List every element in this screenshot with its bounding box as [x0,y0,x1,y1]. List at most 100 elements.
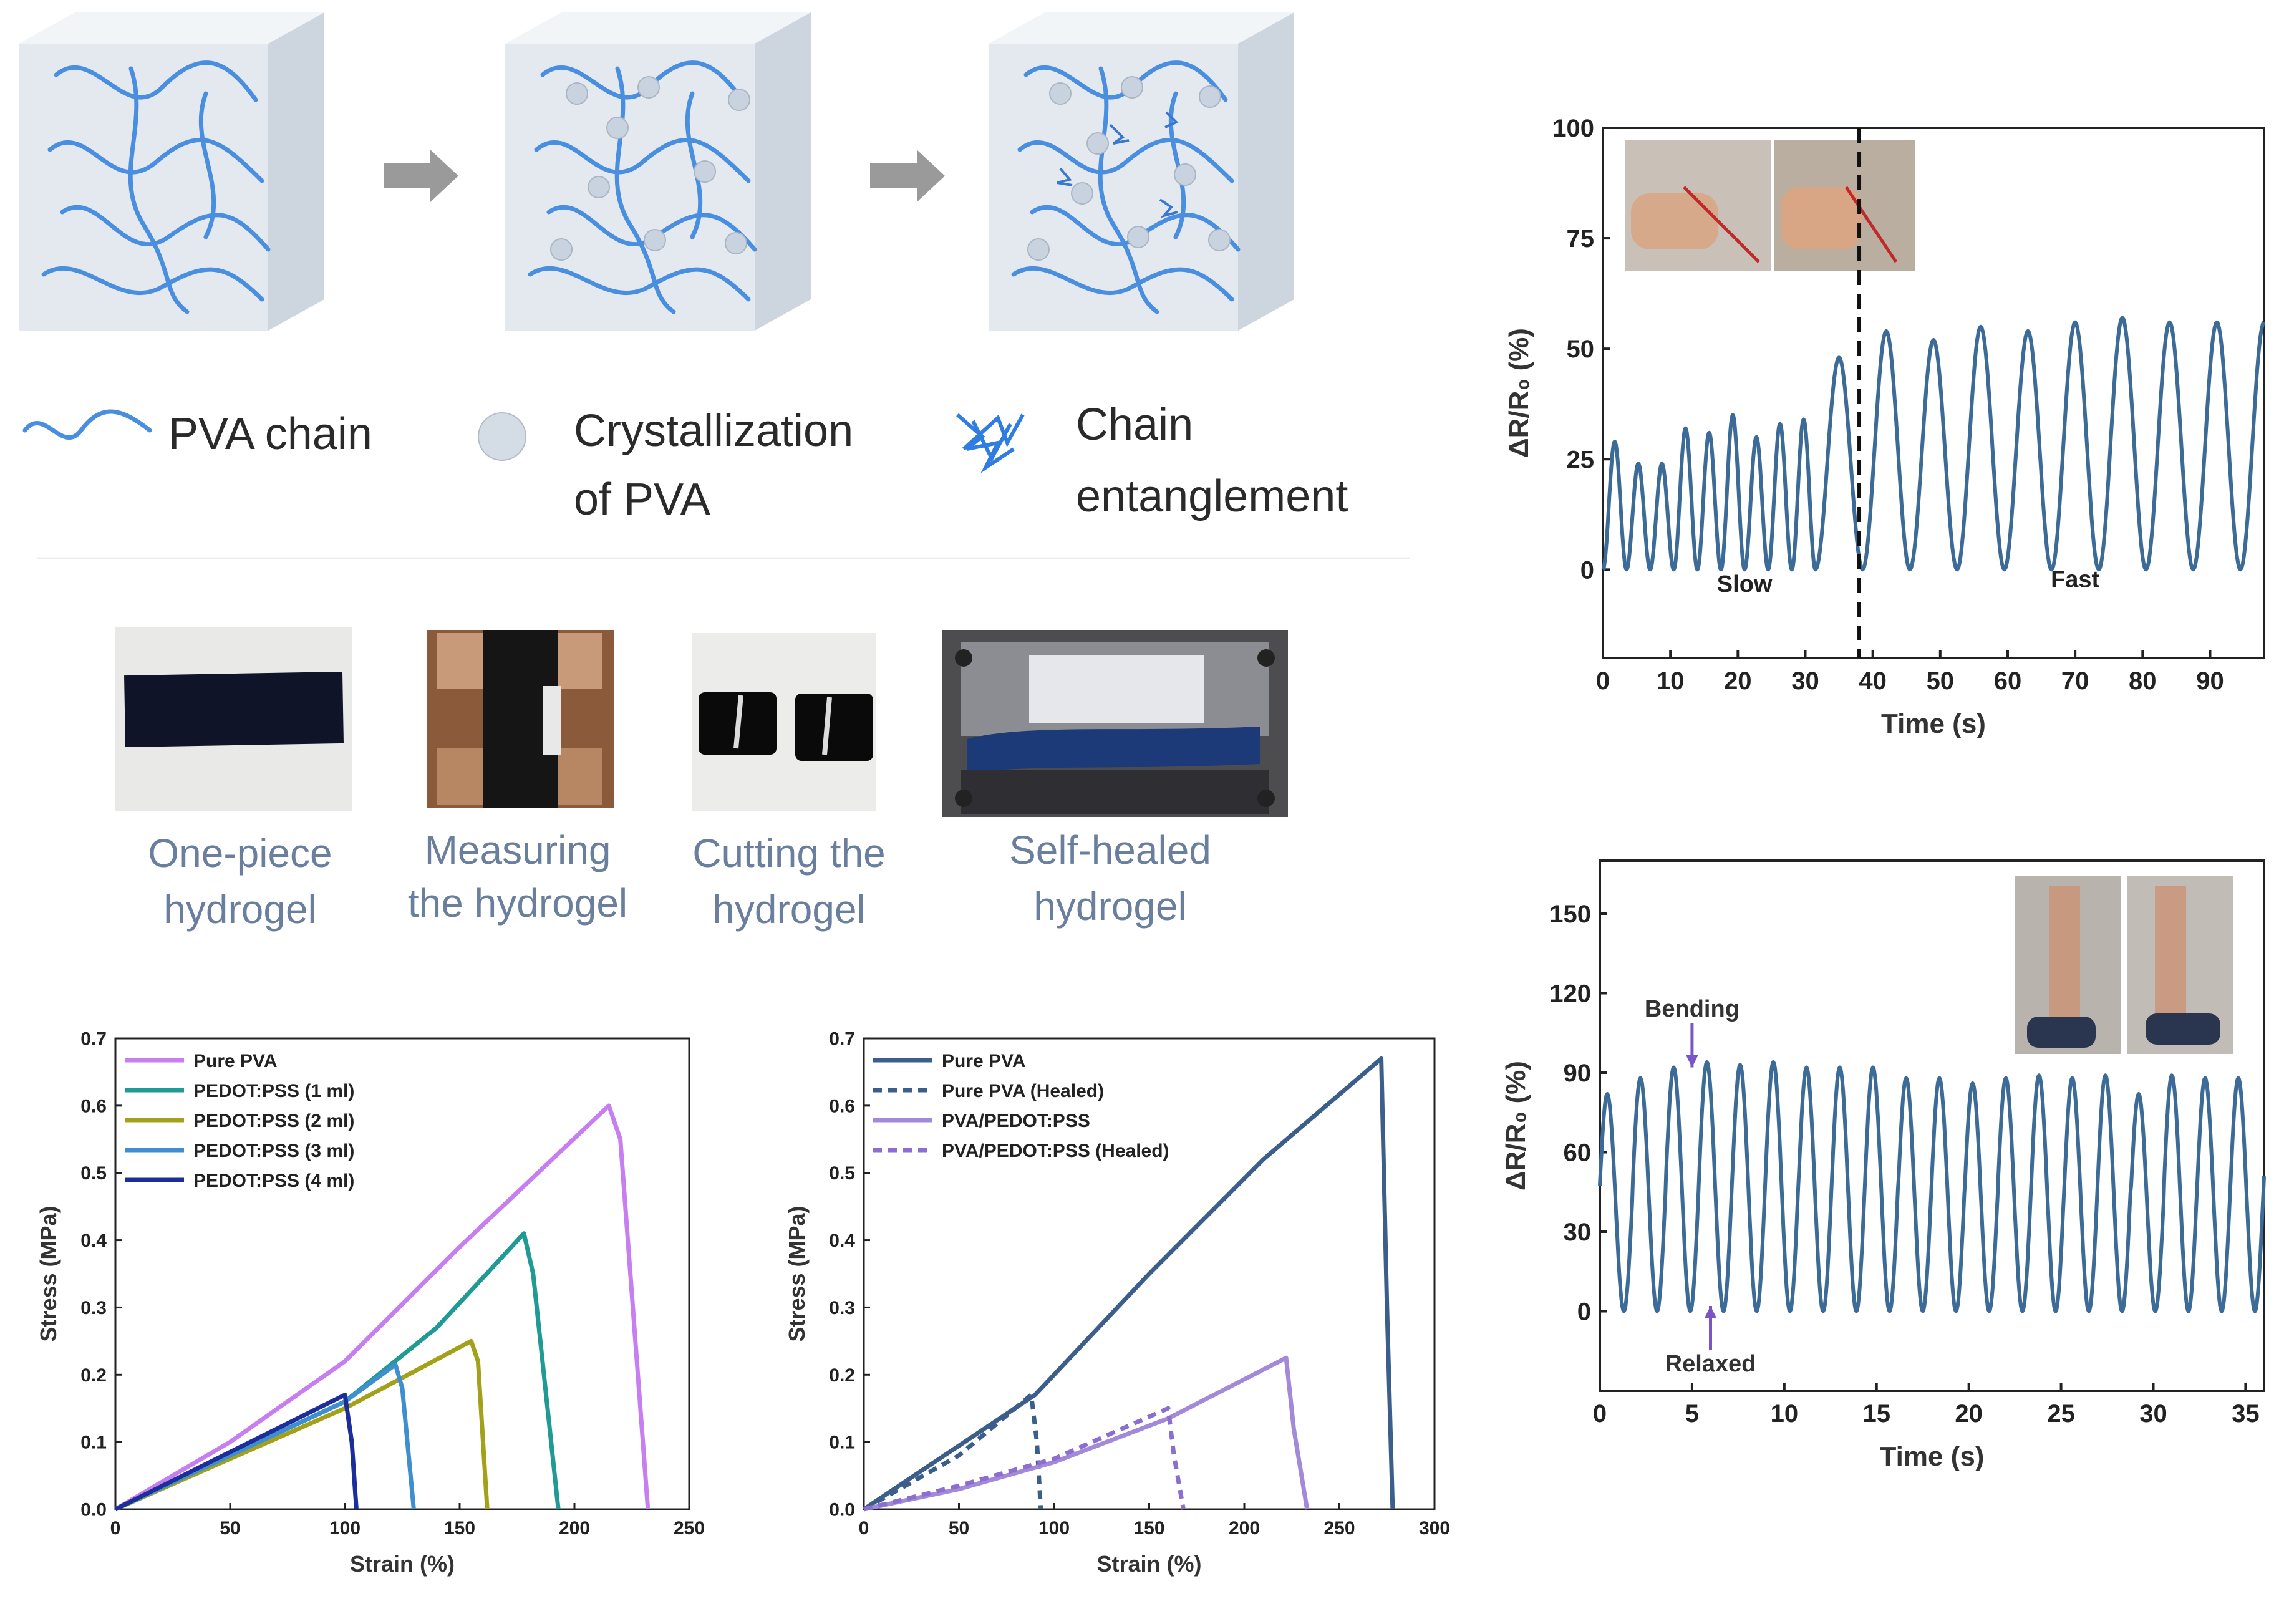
annotation-label: Relaxed [1665,1351,1756,1377]
cube-1 [19,12,324,331]
x-tick-label: 250 [1323,1518,1355,1539]
plot-frame [114,1037,690,1510]
stress-strain-concentration-chart: 0 50 100 150 200 250 0.0 0.1 0.2 0.3 0.4 0.5 0.6 0.7 S… [36,1029,705,1577]
caption-3-line1: Cutting the [692,831,886,876]
photo-panel: One-piece hydrogel Measuring the hydroge… [115,627,1288,932]
y-tick-label: 0.7 [829,1029,855,1050]
x-tick-label: 25 [2047,1400,2075,1428]
x-tick-label: 50 [220,1518,240,1539]
x-tick-label: 0 [1593,1400,1607,1428]
y-tick-label: 0.1 [80,1433,107,1453]
entanglement-swatch [956,413,1025,473]
x-tick-label: 70 [2061,667,2089,695]
y-tick-label: 50 [1567,336,1595,363]
x-tick-label: 80 [2129,667,2157,695]
schematic-legend: PVA chain Crystallization of PVA Chain e… [22,400,1348,524]
plot-frame [1599,859,2265,1392]
cube-3 [989,12,1294,331]
legend-label: PEDOT:PSS (4 ml) [193,1171,354,1191]
y-tick-label: 0 [1580,556,1594,584]
finger-bending-chart: 0 10 20 30 40 50 60 70 80 90 0 25 50 75 100 Time (s) ΔR/… [1504,115,2266,739]
x-tick-label: 60 [1994,667,2022,695]
x-tick-label: 250 [674,1518,705,1539]
x-tick-label: 40 [1859,667,1887,695]
legend-label: PEDOT:PSS (1 ml) [193,1081,354,1101]
x-tick-label: 10 [1771,1400,1799,1428]
y-tick-label: 150 [1549,901,1591,928]
caption-4-line1: Self-healed [1009,828,1211,872]
x-axis-title: Strain (%) [1096,1551,1201,1577]
knee-bending-chart: 0 5 10 15 20 25 30 35 0 30 60 90 120 150 Time (s) ΔR/R₀… [1501,859,2266,1472]
y-tick-label: 0.3 [80,1298,107,1318]
x-axis-title: Time (s) [1880,1441,1985,1472]
x-axis-title: Strain (%) [350,1551,455,1577]
x-tick-label: 100 [329,1518,361,1539]
y-tick-label: 0.1 [829,1433,855,1453]
entangle-knots [1057,111,1179,218]
y-tick-label: 100 [1552,115,1594,142]
legend-label: Pure PVA (Healed) [942,1081,1104,1101]
x-tick-label: 0 [859,1518,869,1539]
x-tick-label: 50 [949,1518,969,1539]
caption-3-line2: hydrogel [712,887,866,932]
y-axis-title: ΔR/R₀ (%) [1501,1061,1531,1191]
response-line [1598,1060,2266,1313]
pva-chain-label: PVA chain [168,409,372,459]
y-tick-label: 0.3 [829,1298,855,1318]
x-tick-label: 15 [1863,1400,1891,1428]
plot-frame [1602,127,2265,659]
y-tick-label: 0.6 [829,1096,855,1116]
y-tick-label: 0.7 [80,1029,107,1050]
series-line [863,1406,1186,1512]
photo-measuring [427,630,614,808]
photo-cutting [692,633,876,811]
crystal-label-line2: of PVA [574,475,710,524]
x-tick-label: 150 [444,1518,475,1539]
series-line [863,1056,1395,1511]
y-tick-label: 25 [1567,446,1595,473]
y-tick-label: 0.5 [829,1163,855,1184]
x-tick-label: 150 [1133,1518,1164,1539]
x-tick-label: 50 [1927,667,1955,695]
crystal-swatch [478,412,526,461]
x-tick-label: 20 [1724,667,1752,695]
legend-label: Pure PVA [942,1051,1026,1071]
x-tick-label: 200 [1229,1518,1260,1539]
y-tick-label: 0.4 [829,1230,855,1251]
caption-1-line2: hydrogel [163,887,317,932]
y-tick-label: 0.4 [80,1230,107,1251]
y-tick-label: 0.2 [80,1365,107,1386]
response-line [1601,316,2266,572]
series-line [114,1362,416,1512]
pva-chain-swatch [22,409,152,440]
x-tick-label: 200 [559,1518,590,1539]
schematic-panel: PVA chain Crystallization of PVA Chain e… [19,12,1348,524]
process-arrows [384,150,945,202]
legend-label: PVA/PEDOT:PSS [942,1111,1090,1131]
y-axis-title: ΔR/R₀ (%) [1504,328,1534,458]
photo-self-healed [942,630,1288,817]
series-line [114,1393,359,1512]
entanglement-label-line1: Chain [1076,400,1193,450]
y-tick-label: 0.0 [80,1500,107,1520]
x-tick-label: 5 [1685,1400,1699,1428]
pva-chains-entangled [1011,60,1241,314]
x-tick-label: 20 [1955,1400,1983,1428]
stress-strain-healed-chart: 0 50 100 150 200 250 300 0.0 0.1 0.2 0.3 0.4 0.5 0.6 0… [784,1029,1450,1577]
legend-label: PVA/PEDOT:PSS (Healed) [942,1141,1169,1161]
annotation-arrowhead [1704,1306,1717,1318]
knee-inset-photos [2015,876,2233,1054]
y-tick-label: 0.0 [829,1500,855,1520]
legend-label: PEDOT:PSS (2 ml) [193,1111,354,1131]
y-axis-title: Stress (MPa) [784,1206,810,1341]
x-tick-label: 30 [2139,1400,2167,1428]
photo-one-piece [115,627,352,811]
caption-2-line2: the hydrogel [408,881,627,926]
x-axis-title: Time (s) [1881,708,1986,739]
crystal-nodes [550,76,750,261]
series-line [114,1103,651,1512]
x-tick-label: 90 [2196,667,2224,695]
finger-inset-photos [1625,140,1915,271]
y-tick-label: 60 [1564,1139,1592,1167]
